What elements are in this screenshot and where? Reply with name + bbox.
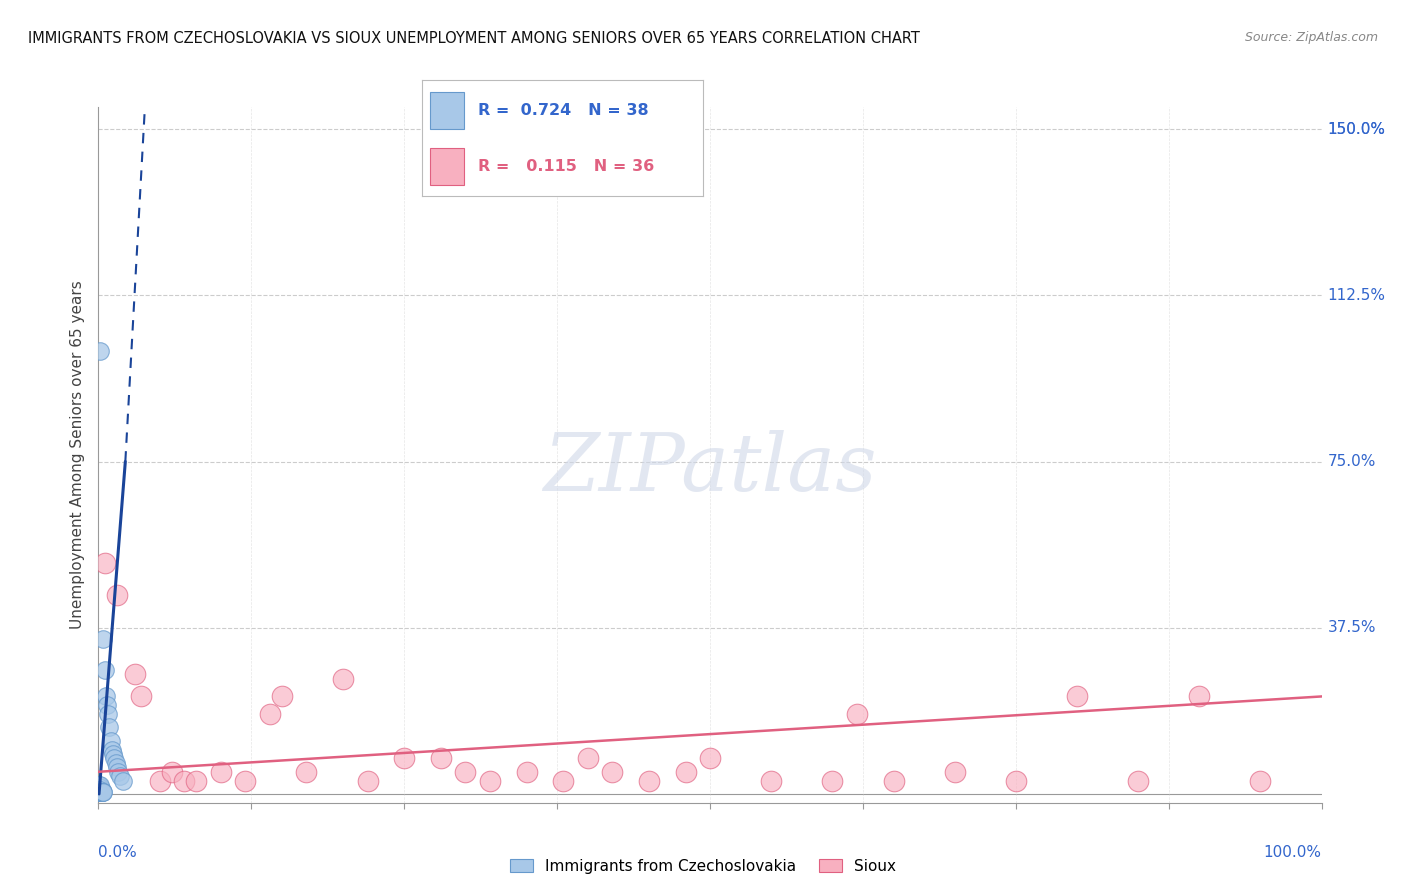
Text: Source: ZipAtlas.com: Source: ZipAtlas.com (1244, 31, 1378, 45)
Point (160, 764, 183, 779)
Point (89, 780, 111, 795)
Point (90, 785, 112, 799)
Point (100, 733, 122, 747)
Point (94, 690, 117, 704)
Point (93, 557, 115, 571)
Point (1128, 773, 1150, 788)
Point (89, 782, 111, 797)
Point (90, 785, 112, 799)
Text: ZIPatlas: ZIPatlas (543, 430, 877, 508)
Legend: Immigrants from Czechoslovakia, Sioux: Immigrants from Czechoslovakia, Sioux (503, 853, 903, 880)
Point (124, 667, 146, 681)
Text: 150.0%: 150.0% (1327, 121, 1386, 136)
Point (90, 782, 112, 797)
Point (89, 783, 111, 797)
Point (576, 751, 599, 765)
Point (233, 773, 256, 788)
Point (454, 764, 477, 779)
Point (149, 773, 172, 788)
Point (101, 742, 124, 756)
Point (89, 778, 111, 792)
Point (1188, 690, 1211, 704)
Point (93, 663, 115, 677)
Text: 112.5%: 112.5% (1327, 288, 1386, 303)
Point (89, 785, 111, 799)
Point (883, 773, 905, 788)
Point (1066, 690, 1088, 704)
Point (103, 751, 125, 765)
Bar (430, 147, 464, 185)
Point (129, 690, 152, 704)
Point (675, 764, 697, 779)
Point (392, 751, 416, 765)
Point (186, 773, 208, 788)
Point (89, 343, 111, 358)
Point (89, 785, 111, 799)
Point (90, 785, 112, 799)
Point (478, 773, 501, 788)
Point (111, 773, 134, 788)
Text: 75.0%: 75.0% (1327, 454, 1376, 469)
Point (553, 773, 575, 788)
Y-axis label: Unemployment Among Seniors over 65 years: Unemployment Among Seniors over 65 years (69, 281, 84, 629)
Point (91, 632, 114, 646)
Point (90, 782, 112, 797)
Text: R =  0.724   N = 38: R = 0.724 N = 38 (478, 103, 648, 118)
Point (259, 707, 281, 722)
Point (821, 773, 844, 788)
Point (91, 782, 114, 797)
Point (98, 721, 121, 735)
Text: 0.0%: 0.0% (98, 845, 138, 860)
Point (1250, 773, 1272, 788)
Point (845, 707, 868, 722)
Point (104, 756, 127, 770)
Point (89, 780, 111, 795)
Text: IMMIGRANTS FROM CZECHOSLOVAKIA VS SIOUX UNEMPLOYMENT AMONG SENIORS OVER 65 YEARS: IMMIGRANTS FROM CZECHOSLOVAKIA VS SIOUX … (28, 31, 920, 46)
Point (105, 760, 128, 774)
Point (107, 764, 129, 779)
Point (173, 773, 195, 788)
Point (356, 773, 378, 788)
Point (91, 785, 114, 799)
Point (209, 764, 232, 779)
Point (761, 773, 783, 788)
Point (332, 672, 354, 686)
Point (91, 785, 114, 799)
Text: 37.5%: 37.5% (1327, 620, 1376, 635)
Point (943, 764, 966, 779)
Bar (430, 92, 464, 129)
Point (699, 751, 721, 765)
Point (270, 690, 294, 704)
Point (91, 785, 114, 799)
Point (101, 747, 124, 761)
Point (97, 707, 120, 722)
Point (516, 764, 538, 779)
Point (105, 587, 128, 601)
Point (1004, 773, 1026, 788)
Point (295, 764, 318, 779)
Point (87, 785, 110, 799)
Point (89, 782, 111, 797)
Point (110, 769, 132, 783)
Point (96, 698, 118, 713)
Point (87, 778, 110, 792)
Point (430, 751, 453, 765)
Text: 100.0%: 100.0% (1264, 845, 1322, 860)
Text: R =   0.115   N = 36: R = 0.115 N = 36 (478, 159, 654, 174)
Point (600, 764, 623, 779)
Text: 150.0%: 150.0% (1327, 121, 1386, 136)
Point (90, 785, 112, 799)
Point (637, 773, 661, 788)
Point (90, 785, 112, 799)
Point (91, 785, 114, 799)
